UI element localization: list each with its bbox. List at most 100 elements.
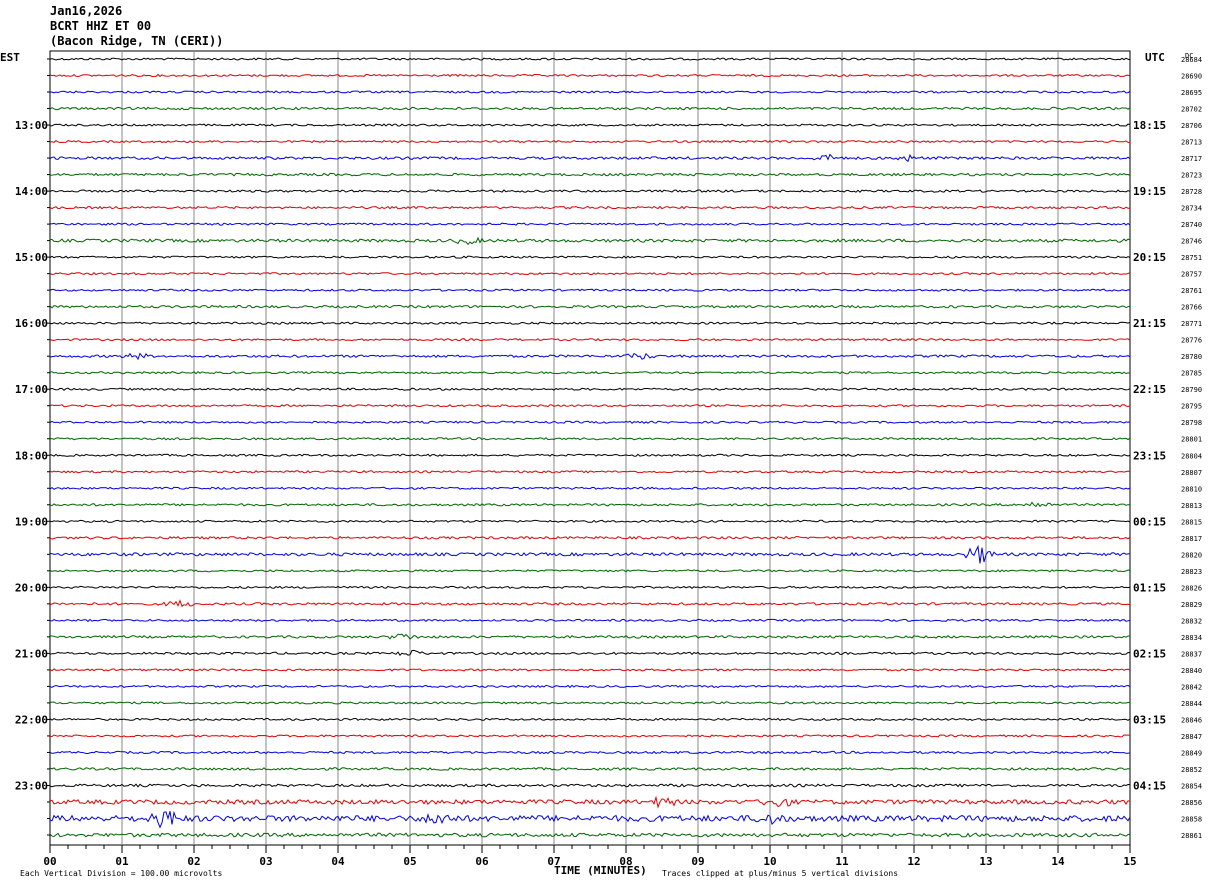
seismic-trace [49, 618, 1131, 623]
dc-offset-label: 28842 [1181, 683, 1202, 691]
seismic-trace [49, 734, 1130, 738]
seismic-trace [49, 338, 1131, 342]
x-tick-label: 15 [1123, 855, 1136, 868]
dc-offset-label: 28846 [1181, 716, 1202, 724]
dc-offset-label: 28844 [1181, 700, 1202, 708]
seismic-trace [49, 544, 1131, 564]
right-hour-label: 01:15 [1133, 581, 1166, 594]
x-tick-label: 09 [691, 855, 704, 868]
seismic-trace [49, 321, 1131, 325]
dc-offset-label: 28702 [1181, 106, 1202, 114]
dc-offset-label: 28817 [1181, 535, 1202, 543]
x-tick-label: 12 [907, 855, 920, 868]
seismic-trace [49, 371, 1131, 375]
right-hour-label: 21:15 [1133, 317, 1166, 330]
left-hour-label: 20:00 [15, 581, 48, 594]
dc-offset-label: 28820 [1181, 551, 1202, 559]
axis-labels: 00 01 02 03 04 05 06 07 08 09 10 11 12 13 14 15 28684 286… [15, 56, 1202, 868]
left-hour-label: 13:00 [15, 119, 48, 132]
dc-offset-label: 28829 [1181, 601, 1202, 609]
dc-offset-label: 28785 [1181, 370, 1202, 378]
dc-offset-label: 28832 [1181, 617, 1202, 625]
dc-offset-label: 28815 [1181, 518, 1202, 526]
clip-note: Traces clipped at plus/minus 5 vertical … [662, 869, 898, 878]
dc-offset-label: 28858 [1181, 815, 1202, 823]
seismic-trace [49, 750, 1131, 755]
dc-offset-label: 28807 [1181, 469, 1202, 477]
left-hour-label: 14:00 [15, 185, 48, 198]
x-tick-label: 06 [475, 855, 489, 868]
seismic-trace [49, 404, 1131, 408]
trace-group [49, 57, 1131, 838]
right-hour-label: 22:15 [1133, 383, 1166, 396]
x-tick-label: 05 [403, 855, 416, 868]
dc-offset-label: 28684 [1181, 56, 1202, 64]
right-hour-label: 03:15 [1133, 713, 1166, 726]
seismic-trace [49, 205, 1130, 210]
seismic-trace [49, 123, 1131, 127]
dc-offset-label: 28798 [1181, 419, 1202, 427]
dc-offset-label: 28823 [1181, 568, 1202, 576]
dc-offset-label: 28706 [1181, 122, 1202, 130]
left-hour-label: 23:00 [15, 779, 48, 792]
dc-offset-label: 28804 [1181, 452, 1202, 460]
seismic-trace [49, 189, 1131, 193]
plot-frame [49, 50, 1131, 846]
seismic-trace [49, 57, 1131, 61]
dc-offset-label: 28717 [1181, 155, 1202, 163]
dc-offset-label: 28740 [1181, 221, 1202, 229]
x-tick-label: 08 [619, 855, 632, 868]
seismic-trace [49, 352, 1131, 361]
plot-location: (Bacon Ridge, TN (CERI)) [50, 34, 224, 48]
dc-offset-label: 28852 [1181, 766, 1202, 774]
dc-offset-label: 28734 [1181, 205, 1202, 213]
scale-note: Each Vertical Division = 100.00 microvol… [20, 869, 222, 878]
seismic-trace [49, 153, 1131, 163]
x-tick-label: 10 [763, 855, 776, 868]
x-tick-label: 14 [1051, 855, 1065, 868]
seismic-trace [49, 501, 1130, 508]
seismic-trace [49, 832, 1131, 838]
dc-offset-label: 28728 [1181, 188, 1202, 196]
left-timezone-label: EST [0, 51, 20, 64]
seismic-trace [49, 236, 1131, 246]
dc-offset-label: 28795 [1181, 403, 1202, 411]
right-hour-label: 20:15 [1133, 251, 1166, 264]
seismic-trace [49, 668, 1131, 672]
seismic-trace [49, 172, 1131, 177]
right-hour-label: 00:15 [1133, 515, 1166, 528]
seismic-trace [49, 288, 1131, 292]
left-hour-label: 15:00 [15, 251, 48, 264]
seismic-trace [49, 470, 1131, 474]
seismic-trace [49, 139, 1131, 144]
seismic-trace [49, 535, 1131, 540]
seismic-trace [49, 255, 1131, 259]
seismic-trace [49, 717, 1131, 722]
seismic-trace [49, 684, 1131, 689]
grid-lines [47, 50, 1131, 853]
x-tick-label: 03 [259, 855, 272, 868]
seismic-trace [49, 222, 1131, 226]
dc-offset-label: 28746 [1181, 238, 1202, 246]
dc-offset-label: 28761 [1181, 287, 1202, 295]
seismic-trace [49, 387, 1131, 391]
right-hour-label: 19:15 [1133, 185, 1166, 198]
x-tick-label: 11 [835, 855, 849, 868]
seismic-trace [49, 73, 1131, 78]
x-axis-label: TIME (MINUTES) [554, 864, 647, 877]
seismic-trace [49, 519, 1131, 523]
seismic-trace [49, 810, 1131, 829]
seismic-trace [49, 420, 1131, 424]
right-hour-label: 02:15 [1133, 647, 1166, 660]
seismic-trace [49, 486, 1131, 490]
dc-offset-label: 28813 [1181, 502, 1202, 510]
seismic-trace [49, 106, 1131, 111]
dc-offset-label: 28854 [1181, 782, 1202, 790]
dc-offset-label: 28810 [1181, 485, 1202, 493]
dc-offset-label: 28826 [1181, 584, 1202, 592]
seismic-trace [49, 767, 1131, 771]
dc-offset-label: 28861 [1181, 832, 1202, 840]
dc-offset-label: 28847 [1181, 733, 1202, 741]
dc-label: DC [1185, 52, 1193, 60]
seismic-trace [49, 569, 1131, 573]
